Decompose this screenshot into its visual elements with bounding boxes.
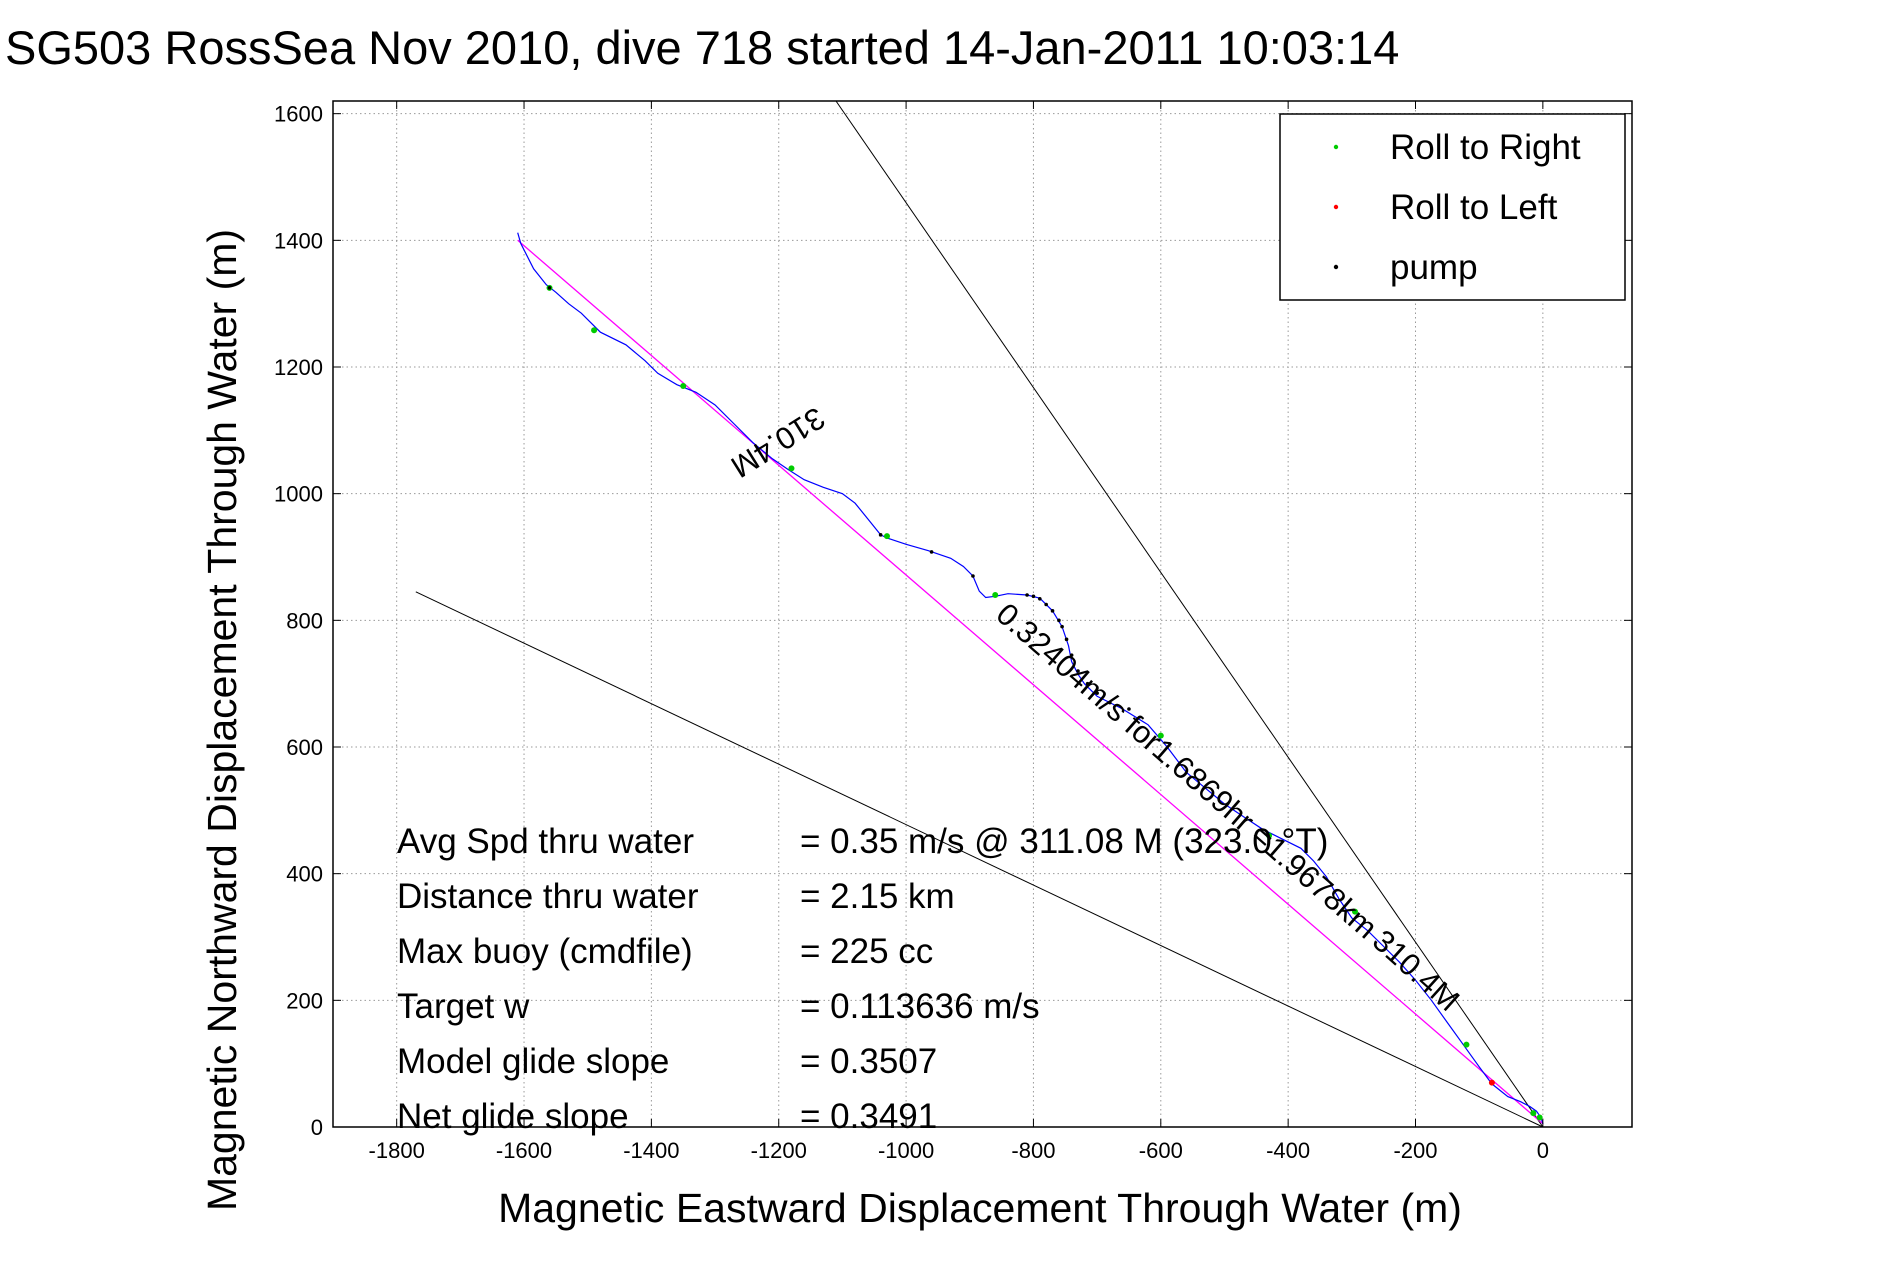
cone-line-0 xyxy=(835,100,1544,1128)
x-tick-label-8: -200 xyxy=(1393,1138,1437,1163)
pump-point-10 xyxy=(1044,602,1048,607)
legend-label-1: Roll to Left xyxy=(1390,188,1558,227)
pump-point-6 xyxy=(1064,637,1069,642)
legend-label-0: Roll to Right xyxy=(1390,128,1581,167)
pump-point-2 xyxy=(1095,691,1099,695)
x-tick-label-0: -1800 xyxy=(369,1138,425,1163)
stat-label-5: Net glide slope xyxy=(397,1097,629,1136)
stat-label-4: Model glide slope xyxy=(397,1042,669,1081)
y-tick-label-7: 1400 xyxy=(274,228,323,253)
legend-label-2: pump xyxy=(1390,248,1478,287)
x-tick-label-3: -1200 xyxy=(751,1138,807,1163)
pump-point-5 xyxy=(1069,653,1074,657)
pump-point-8 xyxy=(1057,618,1061,623)
stat-value-3: = 0.113636 m/s xyxy=(800,987,1040,1026)
stat-label-3: Target w xyxy=(397,987,530,1026)
y-tick-label-8: 1600 xyxy=(274,102,323,127)
roll-right-point-10 xyxy=(591,327,598,334)
stat-value-0: = 0.35 m/s @ 311.08 M (323.0 °T) xyxy=(800,822,1328,861)
stat-value-2: = 225 cc xyxy=(800,932,933,971)
pump-point-17 xyxy=(547,286,552,290)
straight-track-line xyxy=(517,239,1544,1125)
stat-value-5: = 0.3491 xyxy=(800,1097,937,1136)
y-tick-label-2: 400 xyxy=(286,862,323,887)
roll-left-point-0 xyxy=(1488,1079,1495,1086)
cone-line-1 xyxy=(415,591,1544,1128)
stat-label-1: Distance thru water xyxy=(397,877,699,916)
x-axis-label: Magnetic Eastward Displacement Through W… xyxy=(498,1185,1462,1231)
stat-value-4: = 0.3507 xyxy=(800,1042,937,1081)
stat-label-2: Max buoy (cmdfile) xyxy=(397,932,693,971)
pump-point-15 xyxy=(929,550,934,554)
x-tick-label-9: 0 xyxy=(1537,1138,1549,1163)
pump-point-13 xyxy=(1025,593,1029,597)
roll-right-point-0 xyxy=(1536,1114,1543,1121)
y-tick-label-1: 200 xyxy=(286,988,323,1013)
x-tick-label-1: -1600 xyxy=(496,1138,552,1163)
x-tick-label-4: -1000 xyxy=(878,1138,934,1163)
dive-statistics: Avg Spd thru water = 0.35 m/s @ 311.08 M … xyxy=(397,822,1328,1136)
x-tick-label-5: -800 xyxy=(1011,1138,1055,1163)
x-tick-label-7: -400 xyxy=(1266,1138,1310,1163)
x-tick-label-2: -1400 xyxy=(623,1138,679,1163)
legend-marker-1 xyxy=(1333,204,1339,210)
y-tick-label-4: 800 xyxy=(286,608,323,633)
plot-frame xyxy=(332,100,1633,1128)
pump-point-11 xyxy=(1038,597,1042,601)
legend-marker-0 xyxy=(1333,144,1339,150)
y-tick-label-3: 600 xyxy=(286,735,323,760)
chart-title: SG503 RossSea Nov 2010, dive 718 started… xyxy=(5,21,1399,74)
roll-right-point-4 xyxy=(1266,832,1273,839)
roll-right-point-2 xyxy=(1463,1041,1470,1048)
roll-right-point-8 xyxy=(788,465,795,472)
roll-right-point-9 xyxy=(680,383,687,389)
x-tick-label-6: -600 xyxy=(1139,1138,1183,1163)
y-axis-label: Magnetic Northward Displacement Through … xyxy=(199,229,245,1211)
roll-right-point-5 xyxy=(1157,732,1164,739)
roll-right-point-3 xyxy=(1352,908,1359,915)
y-tick-label-6: 1200 xyxy=(274,355,323,380)
pump-point-12 xyxy=(1031,594,1036,599)
pump-point-3 xyxy=(1085,681,1090,686)
stat-value-1: = 2.15 km xyxy=(800,877,955,916)
y-tick-label-5: 1000 xyxy=(274,482,323,507)
pump-point-9 xyxy=(1050,609,1055,613)
roll-right-point-1 xyxy=(1530,1110,1537,1117)
pump-point-1 xyxy=(1108,700,1112,705)
pump-point-7 xyxy=(1060,624,1064,629)
pump-point-14 xyxy=(971,574,975,578)
axis-ticks: -1800 -1600 -1400 -1200 -1000 -800 -600 -400 -20… xyxy=(274,101,1632,1163)
roll-right-point-6 xyxy=(992,592,999,598)
y-tick-label-0: 0 xyxy=(311,1115,323,1140)
stat-label-0: Avg Spd thru water xyxy=(397,822,694,861)
legend: Roll to Right Roll to Left pump xyxy=(1279,113,1626,301)
pump-point-0 xyxy=(1127,707,1131,711)
pump-point-4 xyxy=(1076,669,1080,673)
roll-right-point-7 xyxy=(883,533,890,540)
pump-point-16 xyxy=(878,533,883,537)
plot-markers xyxy=(546,284,1543,1121)
legend-marker-2 xyxy=(1333,264,1339,270)
